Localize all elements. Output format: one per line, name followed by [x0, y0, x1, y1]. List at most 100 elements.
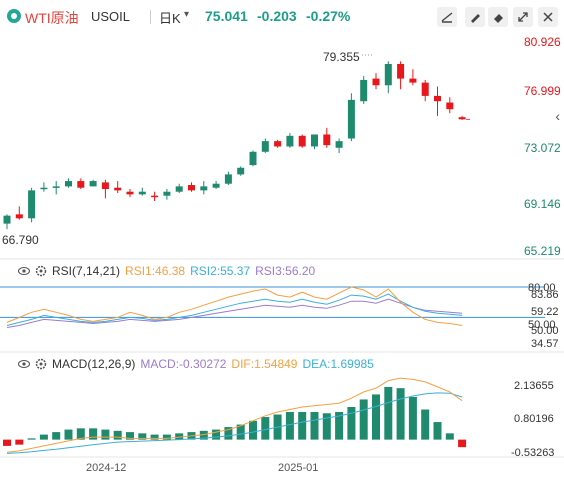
- rsi3-value: RSI3:56.20: [255, 264, 316, 278]
- macd-histogram-bar: [138, 433, 147, 440]
- candle-body: [175, 186, 183, 192]
- eraser-icon: [494, 14, 503, 23]
- candle-body: [126, 191, 134, 195]
- macd-histogram-bar: [458, 439, 467, 448]
- expand-button[interactable]: [513, 7, 533, 27]
- candle-body: [40, 187, 48, 190]
- macd-histogram-bar: [347, 406, 356, 440]
- rsi-axis-6: 34.57: [531, 338, 559, 350]
- candle-body: [458, 117, 466, 120]
- rsi-axis-2: 83.86: [531, 289, 559, 301]
- macd-histogram-bar: [298, 412, 307, 440]
- candle-body: [323, 134, 331, 146]
- price-change: -0.203: [257, 8, 297, 24]
- rsi2-value: RSI2:55.37: [190, 264, 251, 278]
- symbol-logo-icon: [7, 9, 21, 23]
- macd-histogram-bar: [52, 432, 61, 440]
- macd-histogram-bar: [76, 428, 85, 440]
- candle-body: [397, 63, 405, 79]
- macd-value: MACD:-0.30272: [140, 357, 227, 371]
- macd-histogram-bar: [162, 434, 171, 440]
- macd-histogram-bar: [175, 433, 184, 440]
- candle-body: [409, 78, 417, 83]
- candle-body: [372, 78, 380, 86]
- macd-axis-2: 0.80196: [514, 413, 554, 425]
- rsi2-line: [6, 293, 463, 326]
- last-price: 75.041: [205, 8, 248, 24]
- close-button[interactable]: [538, 7, 558, 27]
- macd-histogram-bar: [261, 417, 270, 440]
- candle-body: [261, 141, 269, 152]
- candle-body: [421, 82, 429, 96]
- candle-body: [151, 195, 159, 198]
- rsi1-value: RSI1:46.38: [125, 264, 186, 278]
- chevron-down-icon[interactable]: ▾: [184, 9, 190, 20]
- eye-icon[interactable]: [18, 358, 30, 370]
- candle-body: [237, 167, 245, 175]
- chart-header: WTI原油 USOIL 日K ▾ 75.041 -0.203 -0.27%: [0, 0, 564, 32]
- rsi3-line: [6, 298, 463, 328]
- candle-body: [286, 135, 294, 147]
- header-divider: [150, 10, 151, 24]
- close-icon: [543, 12, 553, 22]
- draw-line-icon: [441, 12, 453, 23]
- macd-histogram-bar: [89, 428, 98, 440]
- candle-body: [52, 186, 60, 188]
- macd-histogram-bar: [101, 429, 110, 440]
- price-tick-4: 69.146: [524, 197, 561, 211]
- macd-histogram-bar: [421, 409, 430, 440]
- candle-body: [65, 181, 72, 187]
- chevron-left-icon[interactable]: ‹: [555, 108, 560, 124]
- macd-histogram-bar: [335, 412, 344, 440]
- macd-histogram-bar: [396, 388, 405, 440]
- macd-name: MACD(12,26,9): [52, 357, 136, 371]
- dif-line: [6, 377, 463, 453]
- macd-header: MACD(12,26,9) MACD:-0.30272 DIF:1.54849 …: [18, 357, 379, 371]
- macd-histogram-bar: [285, 412, 294, 440]
- macd-histogram-bar: [310, 412, 319, 440]
- x-axis-label-1: 2024-12: [86, 462, 127, 474]
- candle-body: [311, 134, 318, 147]
- candle-body: [114, 187, 122, 191]
- macd-histogram-bar: [322, 413, 331, 440]
- rsi1-line: [6, 286, 463, 326]
- eye-icon[interactable]: [18, 265, 30, 277]
- rsi-name: RSI(7,14,21): [52, 264, 121, 278]
- price-change-percent: -0.27%: [306, 8, 351, 24]
- macd-histogram-bar: [3, 439, 11, 446]
- macd-histogram-bar: [372, 394, 380, 440]
- rsi-header: RSI(7,14,21) RSI1:46.38 RSI2:55.37 RSI3:…: [18, 264, 320, 278]
- pencil-button[interactable]: [465, 7, 485, 27]
- gear-icon[interactable]: [35, 265, 47, 277]
- price-tick-2: 76.999: [524, 84, 561, 98]
- candle-body: [274, 141, 282, 147]
- draw-line-button[interactable]: [437, 7, 457, 27]
- macd-histogram-bar: [27, 438, 36, 440]
- period-selector[interactable]: 日K: [159, 11, 181, 26]
- low-marker: 66.790: [2, 233, 39, 247]
- macd-histogram-bar: [150, 434, 159, 440]
- macd-histogram-bar: [384, 386, 393, 440]
- macd-histogram-bar: [408, 396, 417, 440]
- candle-body: [200, 186, 208, 191]
- macd-axis-1: 2.13655: [514, 380, 554, 392]
- price-tick-1: 80.926: [524, 35, 561, 49]
- expand-icon: [518, 12, 528, 22]
- macd-histogram-bar: [224, 427, 233, 440]
- rsi-axis-5: 50.00: [531, 325, 559, 337]
- symbol-code: USOIL: [91, 9, 131, 24]
- candle-body: [28, 190, 36, 219]
- gear-icon[interactable]: [35, 358, 47, 370]
- candle-body: [77, 181, 85, 188]
- candle-body: [212, 183, 220, 188]
- macd-histogram-bar: [359, 399, 368, 440]
- candle-body: [15, 214, 23, 219]
- instrument-title[interactable]: WTI原油: [25, 10, 79, 26]
- dea-line: [6, 392, 463, 454]
- eraser-button[interactable]: [488, 7, 508, 27]
- macd-histogram-bar: [113, 430, 122, 440]
- macd-histogram-bar: [15, 439, 24, 445]
- candle-body: [446, 102, 454, 110]
- rsi-axis-4: 50.00: [528, 319, 556, 331]
